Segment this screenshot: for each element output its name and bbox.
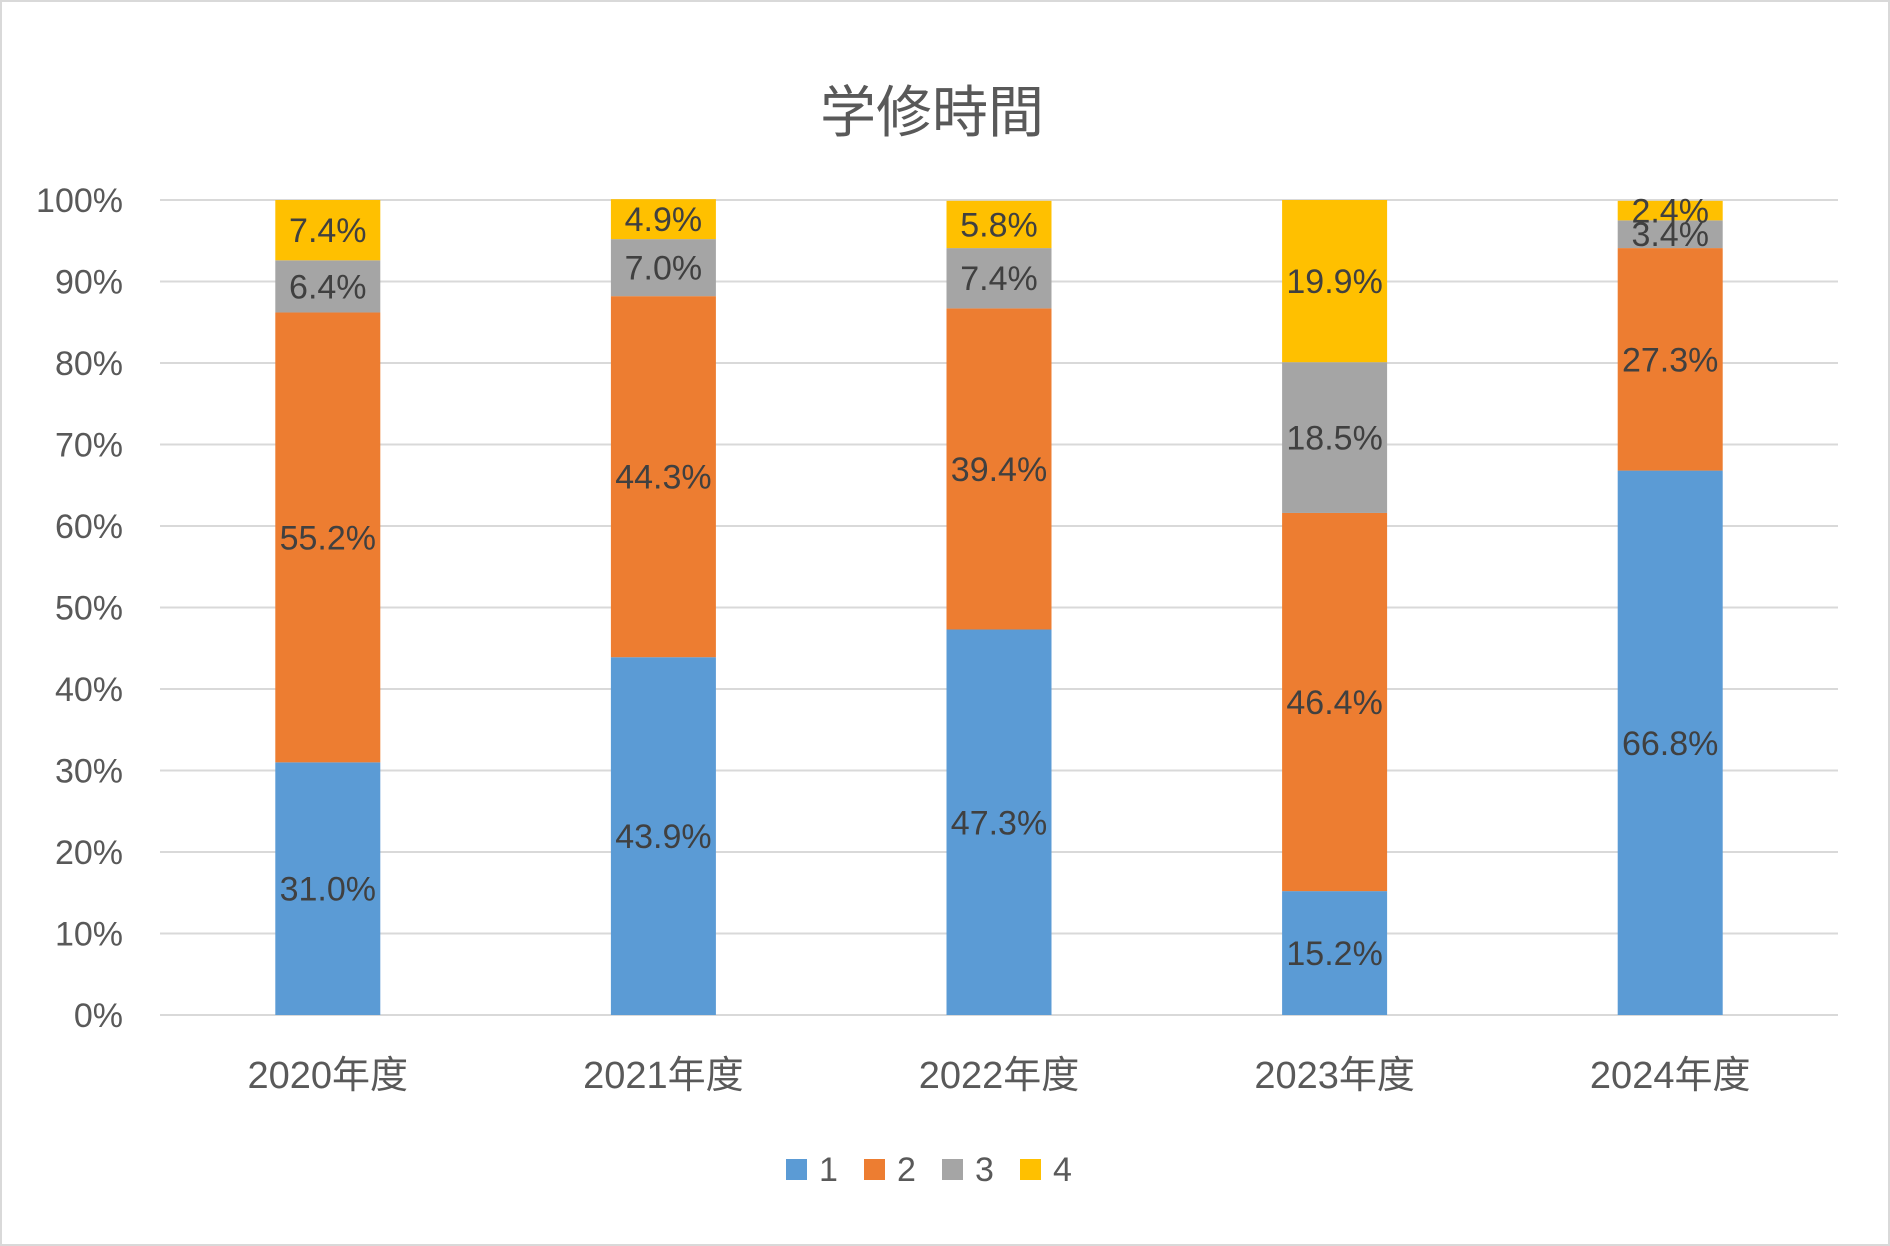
data-label: 4.9% [625, 201, 703, 239]
y-tick-label: 60% [55, 508, 123, 546]
data-label: 55.2% [280, 519, 376, 557]
y-tick-label: 100% [36, 182, 123, 220]
legend-swatch [942, 1159, 963, 1180]
x-tick-label: 2020年度 [248, 1055, 409, 1097]
bars [275, 199, 1723, 1016]
data-label: 47.3% [951, 804, 1047, 842]
y-tick-label: 0% [74, 997, 123, 1035]
data-label: 46.4% [1286, 684, 1382, 722]
bar-segment-series-3 [1617, 220, 1723, 249]
bar-segment-series-4 [610, 199, 716, 240]
bar-segment-series-4 [946, 200, 1052, 249]
data-label: 5.8% [960, 206, 1038, 244]
data-label: 43.9% [615, 818, 711, 856]
bar-segment-series-1 [1617, 470, 1723, 1016]
legend-swatch [786, 1159, 807, 1180]
legend-label: 1 [819, 1151, 838, 1189]
legend-label: 3 [975, 1151, 994, 1189]
bar-segment-series-4 [275, 200, 381, 261]
bar-segment-series-1 [946, 629, 1052, 1015]
bar-segment-series-2 [275, 312, 381, 763]
y-tick-label: 50% [55, 590, 123, 628]
legend-label: 4 [1053, 1151, 1072, 1189]
bar-segment-series-2 [1617, 248, 1723, 471]
y-tick-label: 10% [55, 916, 123, 954]
y-tick-label: 40% [55, 671, 123, 709]
y-tick-label: 30% [55, 753, 123, 791]
x-tick-label: 2024年度 [1590, 1055, 1751, 1097]
bar-segment-series-1 [275, 762, 381, 1015]
bar-segment-series-1 [1282, 891, 1388, 1015]
legend-label: 2 [897, 1151, 916, 1189]
bar-segment-series-1 [610, 657, 716, 1015]
data-label: 44.3% [615, 459, 711, 497]
x-axis: 2020年度 2021年度 2022年度 2023年度 2024年度 [248, 1055, 1751, 1097]
data-label: 19.9% [1286, 263, 1382, 301]
data-label: 6.4% [289, 268, 367, 306]
bar-segment-series-3 [275, 260, 381, 313]
data-label: 7.4% [289, 212, 367, 250]
x-tick-label: 2021年度 [583, 1055, 744, 1097]
x-tick-label: 2022年度 [919, 1055, 1080, 1097]
bar-segment-series-2 [946, 308, 1052, 630]
y-tick-label: 90% [55, 264, 123, 302]
x-tick-label: 2023年度 [1254, 1055, 1415, 1097]
bar-segment-series-2 [610, 296, 716, 658]
data-label: 39.4% [951, 451, 1047, 489]
data-label: 2.4% [1631, 193, 1709, 231]
bar-segment-series-3 [946, 248, 1052, 309]
legend: 1 2 3 4 [786, 1151, 1072, 1189]
bar-segment-series-4 [1617, 200, 1723, 221]
data-labels: 31.0% 55.2% 6.4% 7.4% 43.9% 44.3% 7.0% 4.9% 47.3… [280, 193, 1719, 973]
legend-swatch [864, 1159, 885, 1180]
bar-segment-series-4 [1282, 200, 1388, 363]
bar-segment-series-3 [1282, 362, 1388, 513]
data-label: 7.4% [960, 260, 1038, 298]
data-label: 7.0% [625, 250, 703, 288]
bar-segment-series-2 [1282, 512, 1388, 892]
data-label: 15.2% [1286, 935, 1382, 973]
data-label: 27.3% [1622, 341, 1718, 379]
data-label: 31.0% [280, 871, 376, 909]
chart-title: 学修時間 [820, 81, 1044, 146]
legend-swatch [1020, 1159, 1041, 1180]
data-label: 18.5% [1286, 420, 1382, 458]
data-label: 3.4% [1631, 216, 1709, 254]
y-tick-label: 20% [55, 834, 123, 872]
y-axis: 0% 10% 20% 30% 40% 50% 60% 70% 80% 90% 100% [36, 182, 123, 1035]
y-tick-label: 70% [55, 427, 123, 465]
data-label: 66.8% [1622, 725, 1718, 763]
bar-segment-series-3 [610, 239, 716, 297]
y-tick-label: 80% [55, 345, 123, 383]
